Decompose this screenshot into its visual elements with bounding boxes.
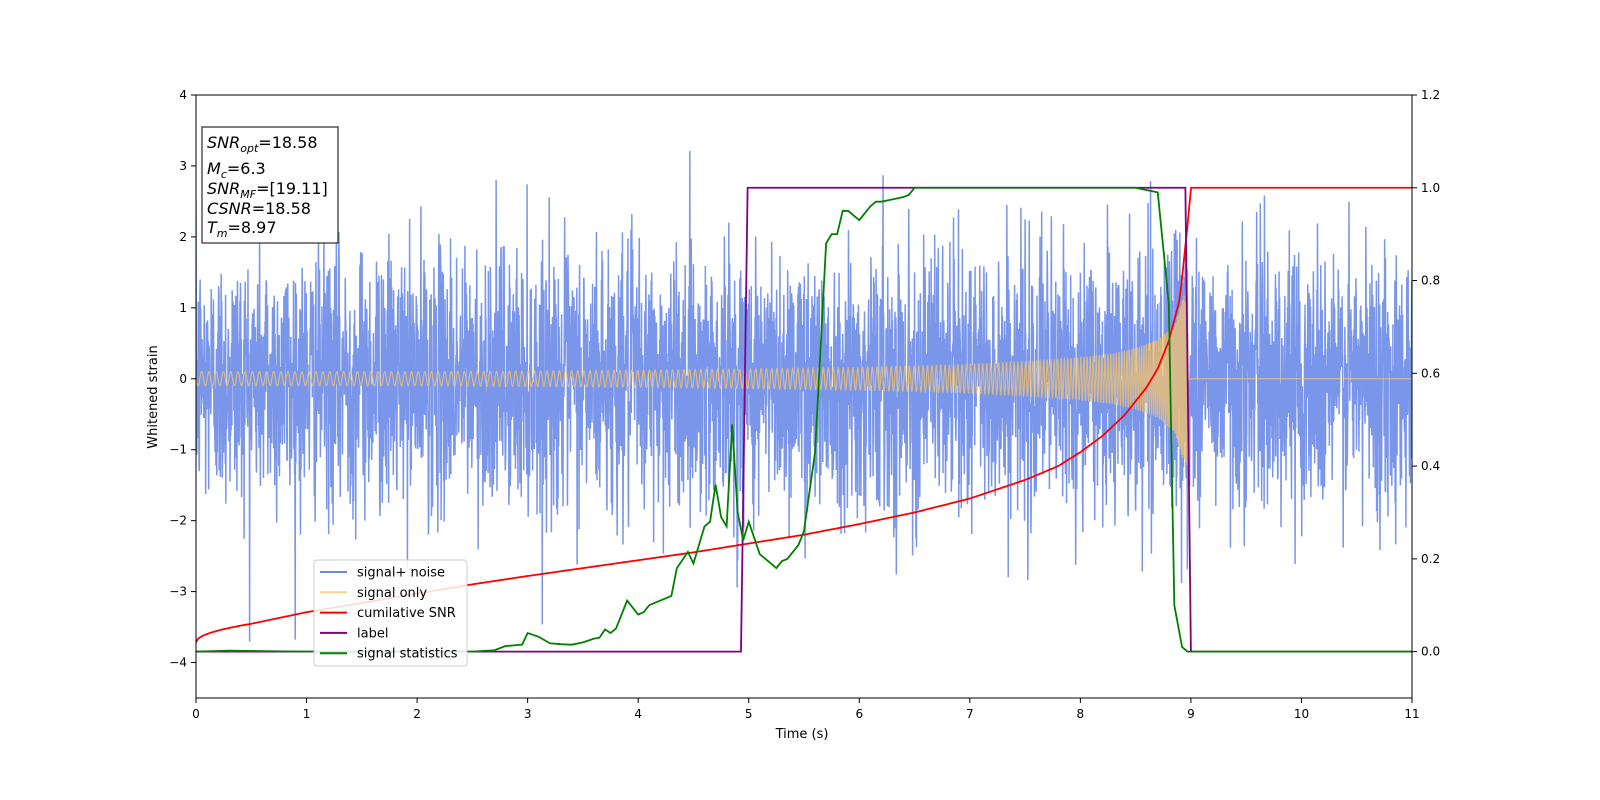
y2-tick-label: 1.2 [1421, 88, 1440, 102]
y-tick-label: −1 [169, 443, 187, 457]
x-tick-label: 2 [413, 707, 421, 721]
csnr-text: CSNR=18.58 [207, 199, 311, 218]
x-tick-label: 5 [745, 707, 753, 721]
y2-tick-label: 0.8 [1421, 274, 1440, 288]
y-axis-right: 0.0 0.2 0.4 0.6 0.8 1.0 1.2 [1412, 88, 1440, 659]
x-tick-label: 11 [1404, 707, 1419, 721]
tm-text: Tm=8.97 [207, 218, 277, 240]
x-tick-label: 6 [855, 707, 863, 721]
x-axis-label: Time (s) [775, 727, 829, 742]
snr-opt-text: SNRopt=18.58 [207, 133, 318, 155]
x-tick-label: 1 [303, 707, 311, 721]
legend-label: signal only [357, 586, 427, 601]
signal-only-series [196, 288, 1412, 466]
x-tick-label: 4 [634, 707, 642, 721]
legend-label: signal+ noise [357, 566, 445, 581]
y2-tick-label: 0.0 [1421, 645, 1440, 659]
plot-frame [195, 94, 1413, 699]
y-tick-label: −2 [169, 514, 187, 528]
x-tick-label: 7 [966, 707, 974, 721]
y-axis-left: −4 −3 −2 −1 0 1 2 3 4 [169, 88, 196, 670]
x-tick-label: 8 [1077, 707, 1085, 721]
legend: signal+ noise signal only cumilative SNR la… [313, 559, 468, 667]
x-tick-label: 3 [524, 707, 532, 721]
legend-label: cumilative SNR [357, 606, 456, 621]
x-tick-label: 0 [192, 707, 200, 721]
y-tick-label: 0 [179, 372, 187, 386]
mc-text: Mc=6.3 [207, 159, 266, 181]
y-tick-label: −4 [169, 656, 187, 670]
y-tick-label: −3 [169, 585, 187, 599]
y-tick-label: 3 [179, 159, 187, 173]
legend-label: signal statistics [357, 647, 458, 662]
y-tick-label: 4 [179, 88, 187, 102]
y-tick-label: 1 [179, 301, 187, 315]
info-box: SNRopt=18.58 Mc=6.3 SNRMF=[19.11] CSNR=1… [201, 126, 339, 244]
snr-mf-text: SNRMF=[19.11] [207, 179, 328, 201]
signal-statistics-line [196, 186, 1412, 653]
y2-tick-label: 0.6 [1421, 366, 1440, 380]
y-axis-label: Whitened strain [146, 345, 161, 448]
x-tick-label: 9 [1187, 707, 1195, 721]
y2-tick-label: 1.0 [1421, 181, 1440, 195]
legend-label: label [357, 626, 388, 641]
signal-only-line [196, 288, 1412, 466]
signal-statistics-series [196, 186, 1412, 653]
y2-tick-label: 0.2 [1421, 552, 1440, 566]
y2-tick-label: 0.4 [1421, 459, 1440, 473]
x-tick-label: 10 [1294, 707, 1309, 721]
x-axis: 0 1 2 3 4 5 6 7 8 9 10 11 [192, 698, 1420, 721]
y-tick-label: 2 [179, 230, 187, 244]
